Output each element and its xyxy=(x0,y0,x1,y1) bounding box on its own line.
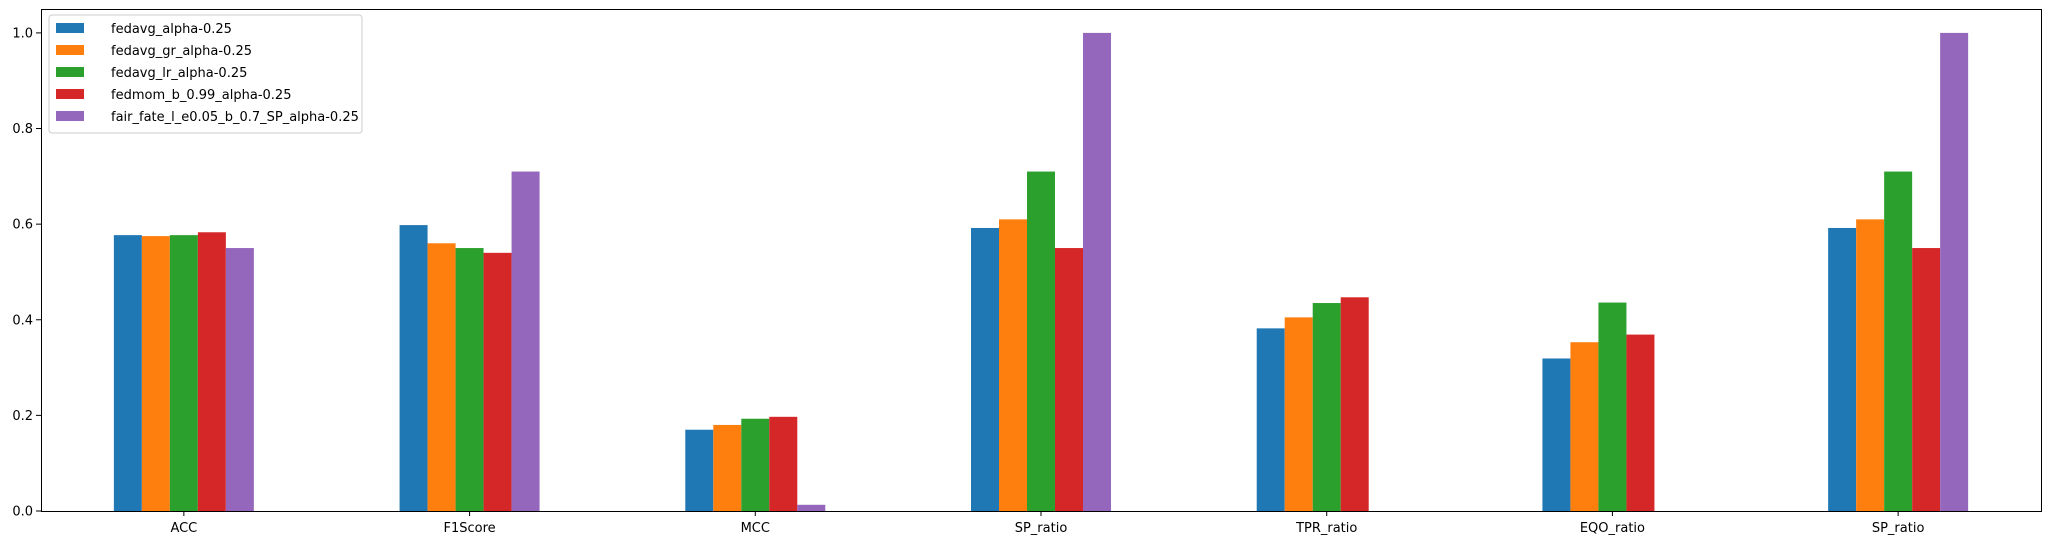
legend-swatch xyxy=(56,67,84,77)
bar xyxy=(483,252,512,512)
bar xyxy=(169,235,198,512)
legend-swatch xyxy=(56,111,84,121)
legend-label: fedavg_gr_alpha-0.25 xyxy=(111,44,252,59)
bar xyxy=(1570,342,1599,511)
x-axis: ACC F1Score MCC SP_ratio TPR_ratio EQO_ratio S… xyxy=(170,511,1924,536)
bar xyxy=(685,429,714,511)
bar xyxy=(225,248,254,512)
x-tick-label: ACC xyxy=(170,521,197,536)
bar xyxy=(971,227,999,511)
legend-label: fedavg_alpha-0.25 xyxy=(111,22,232,37)
legend-swatch xyxy=(56,89,84,99)
bar xyxy=(1284,317,1313,511)
bar xyxy=(1912,248,1941,512)
bar xyxy=(1542,358,1571,511)
bar xyxy=(1055,248,1083,512)
y-tick-label: 0.8 xyxy=(12,122,33,137)
y-tick-label: 0.0 xyxy=(12,505,33,520)
bar xyxy=(1340,297,1369,511)
bar xyxy=(399,225,428,511)
legend: fedavg_alpha-0.25 fedavg_gr_alpha-0.25fed… xyxy=(48,14,363,134)
bar xyxy=(1940,32,1969,512)
bar xyxy=(427,243,456,511)
legend-label: fair_fate_l_e0.05_b_0.7_SP_alpha-0.25 xyxy=(111,110,359,125)
bar xyxy=(455,248,484,512)
x-tick-label: SP_ratio xyxy=(1872,521,1925,536)
x-tick-label: MCC xyxy=(741,521,770,536)
bar xyxy=(741,418,770,511)
bars-group xyxy=(113,32,1969,512)
legend-swatch xyxy=(56,45,84,55)
x-tick-label: SP_ratio xyxy=(1015,521,1068,536)
legend-swatch xyxy=(56,23,84,33)
bar xyxy=(1884,171,1913,512)
bar xyxy=(1083,32,1111,512)
legend-label: fedavg_lr_alpha-0.25 xyxy=(111,66,247,81)
y-axis: 0.0 0.2 0.4 0.6 0.8 1.0 xyxy=(12,26,41,520)
legend-label: fedmom_b_0.99_alpha-0.25 xyxy=(111,88,291,103)
x-tick-label: EQO_ratio xyxy=(1580,521,1645,536)
y-tick-label: 1.0 xyxy=(12,26,33,41)
bar xyxy=(1828,227,1857,511)
bar xyxy=(1312,303,1341,511)
bar xyxy=(797,504,826,511)
bar xyxy=(999,219,1027,511)
bar xyxy=(1256,328,1285,511)
y-tick-label: 0.4 xyxy=(12,313,33,328)
bar xyxy=(511,171,540,512)
y-tick-label: 0.2 xyxy=(12,409,33,424)
x-tick-label: TPR_ratio xyxy=(1295,521,1357,536)
plot-frame xyxy=(41,9,2042,512)
bar xyxy=(1598,302,1627,511)
bar xyxy=(713,424,742,511)
bar xyxy=(141,236,170,511)
x-tick-label: F1Score xyxy=(443,521,495,536)
bar xyxy=(769,416,798,511)
y-tick-label: 0.6 xyxy=(12,218,33,233)
bar xyxy=(1027,171,1055,512)
bar xyxy=(113,235,142,512)
legend-box xyxy=(48,14,363,134)
bar xyxy=(197,232,226,511)
bar xyxy=(1856,219,1885,511)
bar xyxy=(1626,334,1655,511)
